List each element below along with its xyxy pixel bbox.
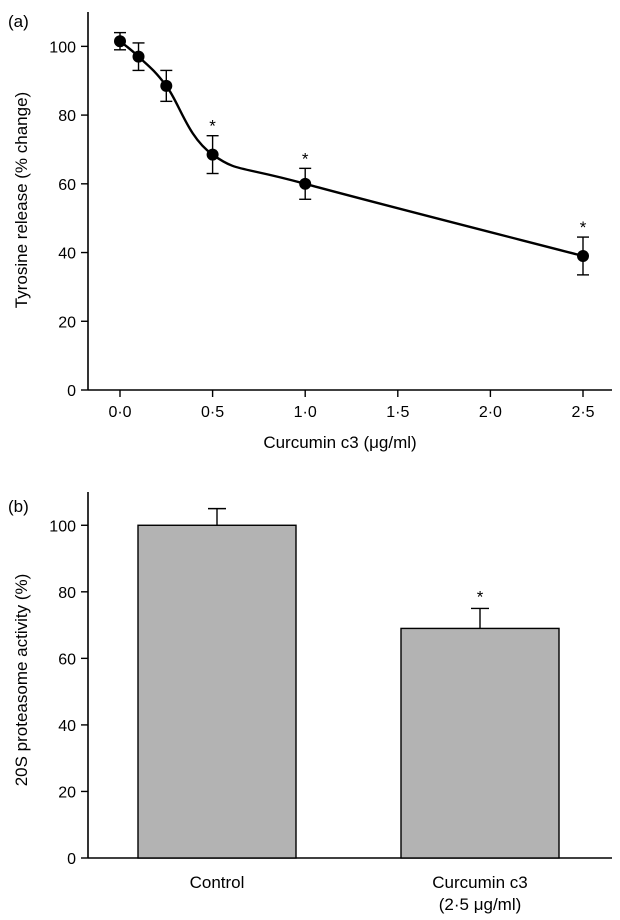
panel-a-data-point <box>299 177 312 190</box>
panel-b-y-tick-label: 40 <box>58 718 76 735</box>
panel-a-x-tick-label: 2·0 <box>479 404 502 421</box>
panel-a-data-point <box>132 50 145 63</box>
panel-b-significance-markers: * <box>477 587 484 606</box>
panel-b-bar <box>400 627 560 859</box>
panel-b-y-ticks: 0 20 40 60 80 100 <box>49 518 88 868</box>
panel-b-bar <box>137 524 297 859</box>
panel-b-y-tick-label: 20 <box>58 784 76 801</box>
panel-a-y-ticks: 0 20 40 60 80 100 <box>49 39 88 400</box>
panel-b-error-bars <box>208 507 489 629</box>
panel-a-line-chart: (a) 0 20 40 60 80 100 0·0 0·5 1·0 1·5 2·0 2·5 * ** … <box>8 12 612 452</box>
panel-b-y-axis-title: 20S proteasome activity (%) <box>12 574 31 787</box>
panel-a-x-tick-label: 1·5 <box>386 404 409 421</box>
panel-a-significance-star: * <box>580 218 587 237</box>
panel-a-data-point <box>114 35 126 48</box>
panel-a-data-points <box>114 35 589 262</box>
panel-b-significance-star: * <box>477 587 484 606</box>
panel-a-y-tick-label: 0 <box>67 383 76 400</box>
panel-b-category-label: (2·5 μg/ml) <box>439 895 522 914</box>
panel-b-y-tick-label: 0 <box>67 851 76 868</box>
panel-a-data-point <box>206 148 219 161</box>
panel-a-x-ticks: 0·0 0·5 1·0 1·5 2·0 2·5 <box>108 390 595 421</box>
panel-b-y-tick-label: 60 <box>58 651 76 668</box>
panel-b-y-tick-label: 100 <box>49 518 76 535</box>
panel-a-y-tick-label: 80 <box>58 108 76 125</box>
panel-a-y-tick-label: 100 <box>49 39 76 56</box>
panel-b-label: (b) <box>8 497 29 516</box>
panel-b-bars <box>137 524 560 859</box>
panel-b-category-label: Curcumin c3 <box>432 873 527 892</box>
panel-b-category-labels: Control Curcumin c3 (2·5 μg/ml) <box>190 873 528 914</box>
panel-a-y-axis-title: Tyrosine release (% change) <box>12 92 31 308</box>
panel-a-x-tick-label: 1·0 <box>294 404 317 421</box>
panel-a-significance-star: * <box>209 117 216 136</box>
panel-a-data-point <box>577 249 589 262</box>
panel-a-y-tick-label: 20 <box>58 314 76 331</box>
panel-a-y-tick-label: 60 <box>58 177 76 194</box>
panel-a-x-tick-label: 2·5 <box>571 404 594 421</box>
panel-a-x-tick-label: 0·5 <box>201 404 224 421</box>
panel-a-data-point <box>160 79 173 92</box>
panel-b-category-label: Control <box>190 873 245 892</box>
panel-a-label: (a) <box>8 12 29 31</box>
panel-a-axes <box>87 12 612 391</box>
panel-a-series-line <box>119 40 584 258</box>
panel-a-significance-markers: * * * <box>209 117 586 237</box>
panel-a-x-tick-label: 0·0 <box>108 404 131 421</box>
panel-a-significance-star: * <box>302 149 309 168</box>
panel-a-x-axis-title: Curcumin c3 (μg/ml) <box>263 433 416 452</box>
panel-b-bar-chart: (b) 0 20 40 60 80 100 * Control Curcumin c3 (2·… <box>8 492 612 914</box>
panel-b-y-tick-label: 80 <box>58 585 76 602</box>
panel-a-y-tick-label: 40 <box>58 246 76 263</box>
